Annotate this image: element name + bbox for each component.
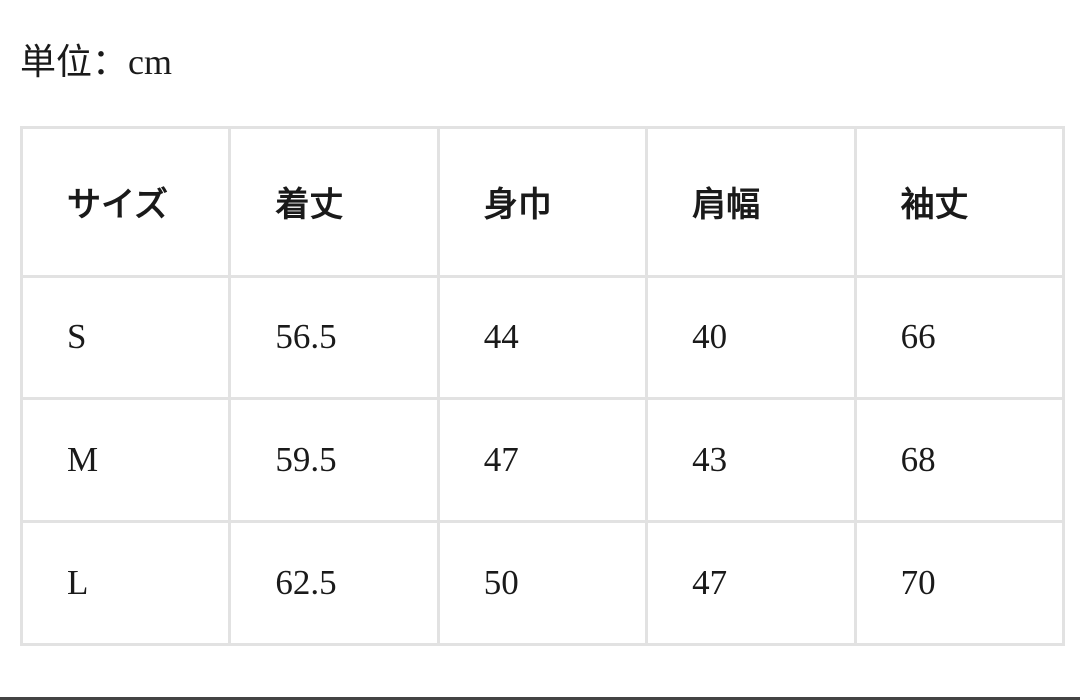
table-row: M 59.5 47 43 68	[19, 397, 1066, 524]
table-cell: M	[19, 397, 232, 524]
bottom-divider	[0, 697, 1080, 700]
table-cell: L	[19, 520, 232, 646]
header-body-width: 身巾	[436, 126, 649, 278]
table-row: S 56.5 44 40 66	[19, 274, 1066, 401]
unit-value: cm	[128, 42, 172, 82]
table-header-row: サイズ 着丈 身巾 肩幅 袖丈	[19, 126, 1066, 278]
header-sleeve: 袖丈	[853, 126, 1066, 278]
header-shoulder: 肩幅	[645, 126, 857, 278]
header-size: サイズ	[19, 126, 232, 278]
table-cell: 47	[645, 520, 857, 646]
unit-label-text: 単位：	[20, 42, 129, 83]
table-cell: 50	[436, 520, 649, 646]
unit-label: 単位：cm	[20, 38, 172, 87]
size-table: サイズ 着丈 身巾 肩幅 袖丈 S 56.5 44 40 66 M 59.5 4…	[19, 126, 1066, 646]
table-row: L 62.5 50 47 70	[19, 520, 1066, 646]
table-cell: 56.5	[228, 274, 440, 401]
header-length: 着丈	[228, 126, 440, 278]
table-cell: 59.5	[228, 397, 440, 524]
table-cell: 40	[645, 274, 857, 401]
table-cell: 47	[436, 397, 649, 524]
table-cell: 70	[853, 520, 1066, 646]
table-cell: 66	[853, 274, 1066, 401]
table-cell: 44	[436, 274, 649, 401]
table-cell: 43	[645, 397, 857, 524]
table-cell: 68	[853, 397, 1066, 524]
table-cell: 62.5	[228, 520, 440, 646]
table-cell: S	[19, 274, 232, 401]
